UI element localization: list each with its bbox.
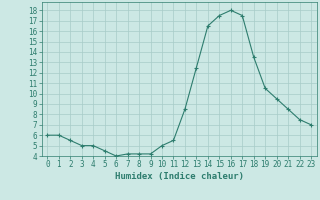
X-axis label: Humidex (Indice chaleur): Humidex (Indice chaleur) [115,172,244,181]
